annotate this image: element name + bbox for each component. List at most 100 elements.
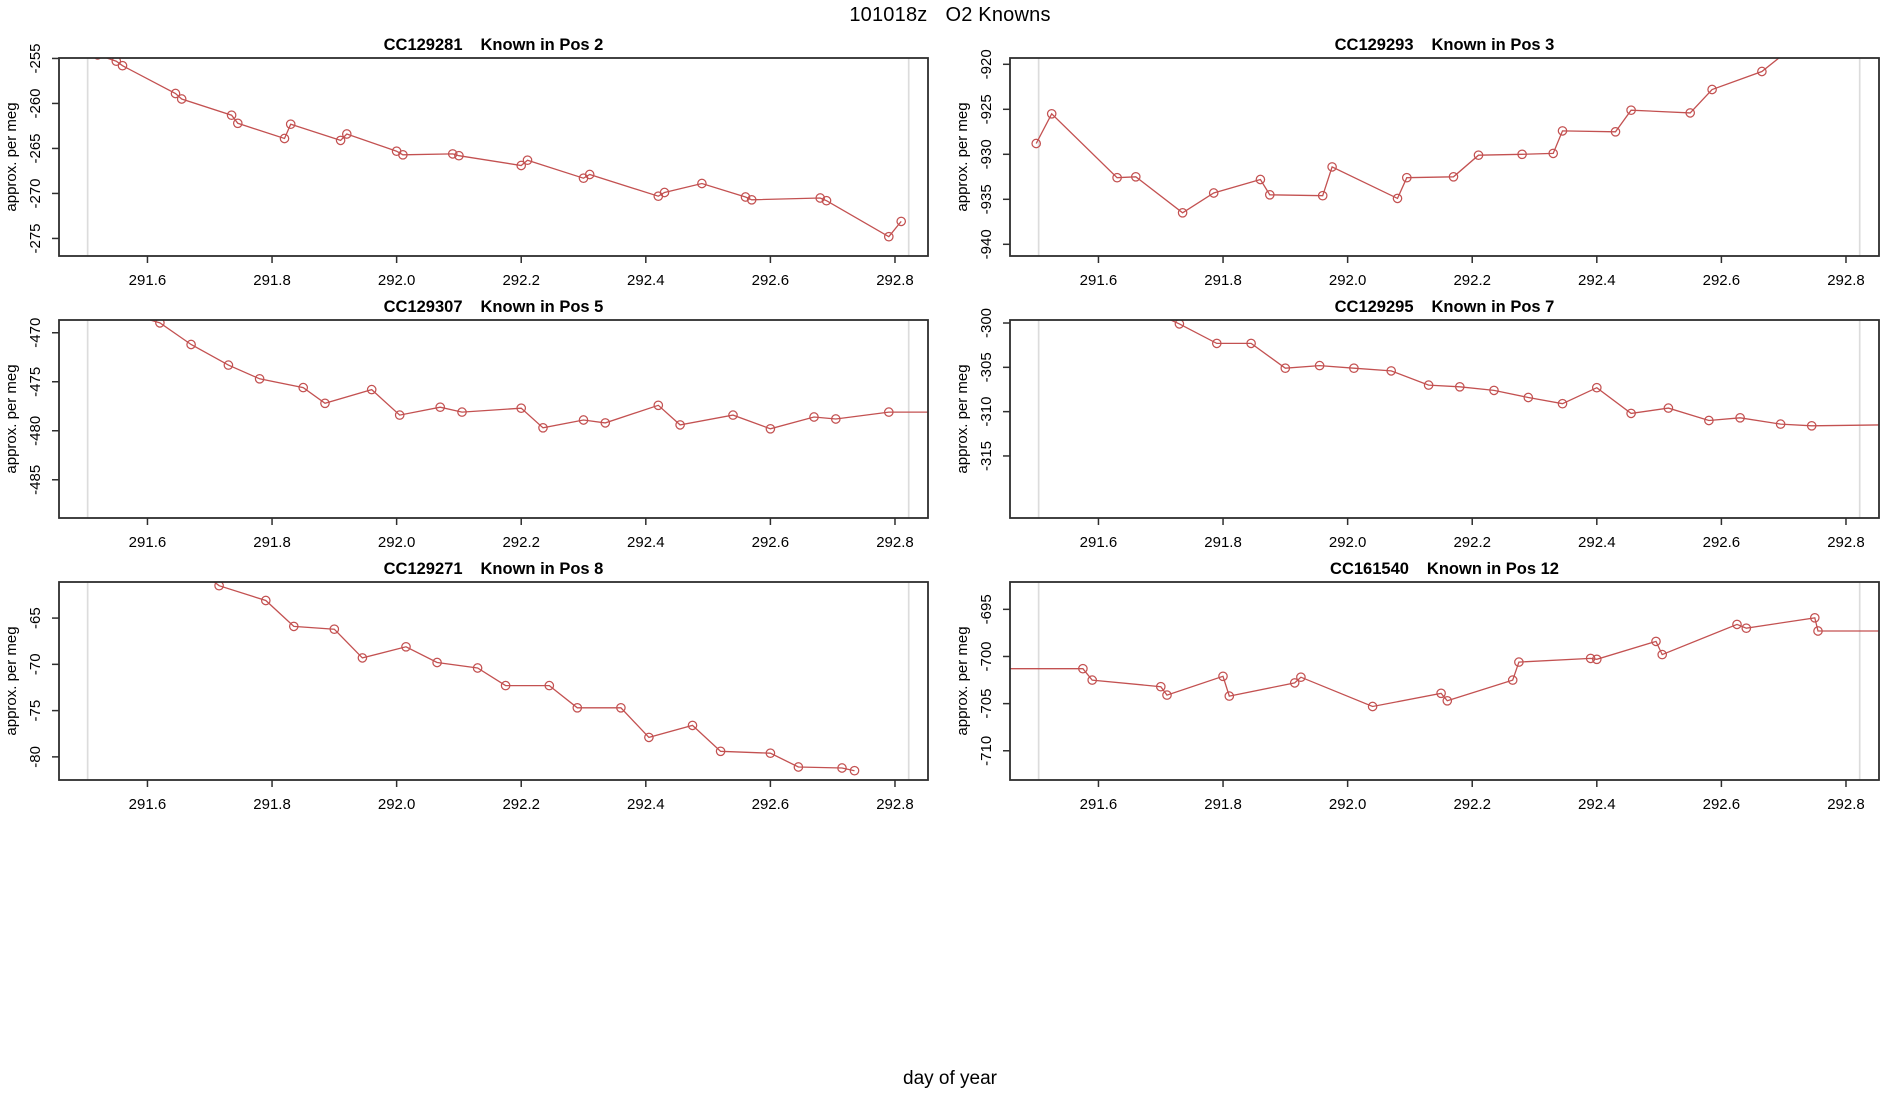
data-point-marker [93,58,102,60]
data-point-marker [1211,338,1222,349]
x-tick-label: 292.2 [1453,796,1491,813]
y-axis-title: approx. per meg [954,626,971,735]
data-point-marker [100,302,108,310]
x-tick-label: 291.6 [1080,534,1118,551]
data-point-marker [600,418,611,428]
data-point-marker [1448,171,1459,182]
y-tick-label: -260 [27,88,44,118]
panel-canvas: 291.6 291.8 292.0 292.2 292.4 292.6 292.8 -470 -… [3,294,929,551]
x-tick-label: 292.2 [1453,534,1491,551]
data-point-marker [1657,649,1668,660]
y-tick-label: -300 [978,308,995,338]
x-tick-label: 291.8 [253,534,291,551]
panel-canvas: 291.6 291.8 292.0 292.2 292.4 292.6 292.8 -65 -7… [3,560,929,813]
x-tick-label: 292.6 [1703,534,1741,551]
data-point-marker [765,423,776,434]
x-tick-label: 291.6 [129,534,167,551]
data-point-marker [830,414,841,424]
x-tick-label: 291.6 [129,272,167,289]
data-point-marker [1289,678,1300,688]
data-point-marker [1386,366,1397,376]
data-point-marker [1741,623,1752,634]
data-point-marker [653,400,664,411]
data-point-marker [849,765,860,776]
data-point-marker [435,402,446,413]
data-point-marker [1523,392,1534,403]
data-point-marker [516,160,527,171]
panel-cc161540-pos12: 291.6 291.8 292.0 292.2 292.4 292.6 292.8 -695 -… [951,552,1900,814]
data-point-marker [341,129,352,139]
data-point-marker [1548,148,1559,159]
data-point-marker [454,150,464,161]
data-point-marker [432,657,442,668]
y-tick-label: -470 [27,318,44,348]
y-axis-title: approx. per meg [954,102,971,211]
x-tick-label: 292.0 [378,534,416,551]
data-point-marker [883,231,894,242]
data-point-marker [335,135,346,146]
panel-title-pos: Known in Pos 8 [481,560,604,578]
x-tick-label: 291.8 [253,796,291,813]
data-point-marker [1246,338,1256,349]
data-point-marker [170,88,181,99]
data-point-marker [260,595,271,606]
x-tick-label: 291.8 [1204,796,1242,813]
data-point-marker [1885,627,1893,635]
plot-frame [58,581,929,781]
y-tick-label: -80 [27,746,44,768]
data-point-marker [1087,675,1098,685]
x-tick-label: 292.0 [1329,796,1367,813]
plot-area [86,58,910,256]
data-point-marker [398,149,408,160]
data-point-marker [1280,363,1291,374]
data-point-marker [1610,126,1621,137]
y-tick-label: -265 [27,133,44,163]
data-point-marker [81,294,89,302]
panel-canvas: 291.6 291.8 292.0 292.2 292.4 292.6 292.8 -300 -… [954,298,1880,551]
y-tick-label: -700 [978,641,995,671]
data-point-marker [226,110,237,121]
data-point-marker [223,360,234,370]
data-point-marker [793,762,804,772]
plot-area [86,582,910,780]
x-tick-label: 292.0 [378,796,416,813]
data-point-marker [584,169,595,180]
x-tick-label: 292.8 [1827,272,1865,289]
data-point-marker [329,624,340,635]
data-point-marker [659,187,670,198]
data-point-marker [572,702,583,713]
x-axis-title: day of year [903,1068,997,1089]
data-point-marker [1078,663,1088,674]
data-point-marker [1878,422,1879,427]
data-point-marker [1591,654,1602,665]
y-tick-label: -480 [27,416,44,446]
data-point-marker [687,720,698,731]
data-point-marker [1317,190,1328,201]
data-point-marker [1423,380,1434,390]
data-point-marker [1732,619,1742,630]
panel-canvas: 291.6 291.8 292.0 292.2 292.4 292.6 292.8 -695 -… [954,560,1893,813]
y-tick-label: -70 [27,653,44,675]
data-point-marker [616,702,626,713]
data-point-marker [447,149,458,159]
data-point-marker [544,680,555,691]
x-tick-label: 292.4 [627,272,665,289]
x-tick-label: 292.6 [752,272,790,289]
data-point-marker [1367,701,1378,712]
panel-title-pos: Known in Pos 5 [481,298,604,316]
data-point-marker [837,763,847,773]
x-tick-label: 292.0 [378,272,416,289]
y-tick-label: -305 [978,352,995,382]
data-point-marker [285,119,296,130]
x-tick-label: 292.0 [1329,534,1367,551]
data-point-marker [995,665,1003,673]
y-axis-title: approx. per meg [3,626,20,735]
x-tick-label: 292.8 [1827,796,1865,813]
x-tick-label: 292.8 [876,534,914,551]
x-tick-label: 292.4 [627,796,665,813]
data-point-marker [1626,105,1636,116]
data-point-marker [522,155,533,166]
data-point-marker [1392,193,1403,204]
series-line [213,582,855,772]
